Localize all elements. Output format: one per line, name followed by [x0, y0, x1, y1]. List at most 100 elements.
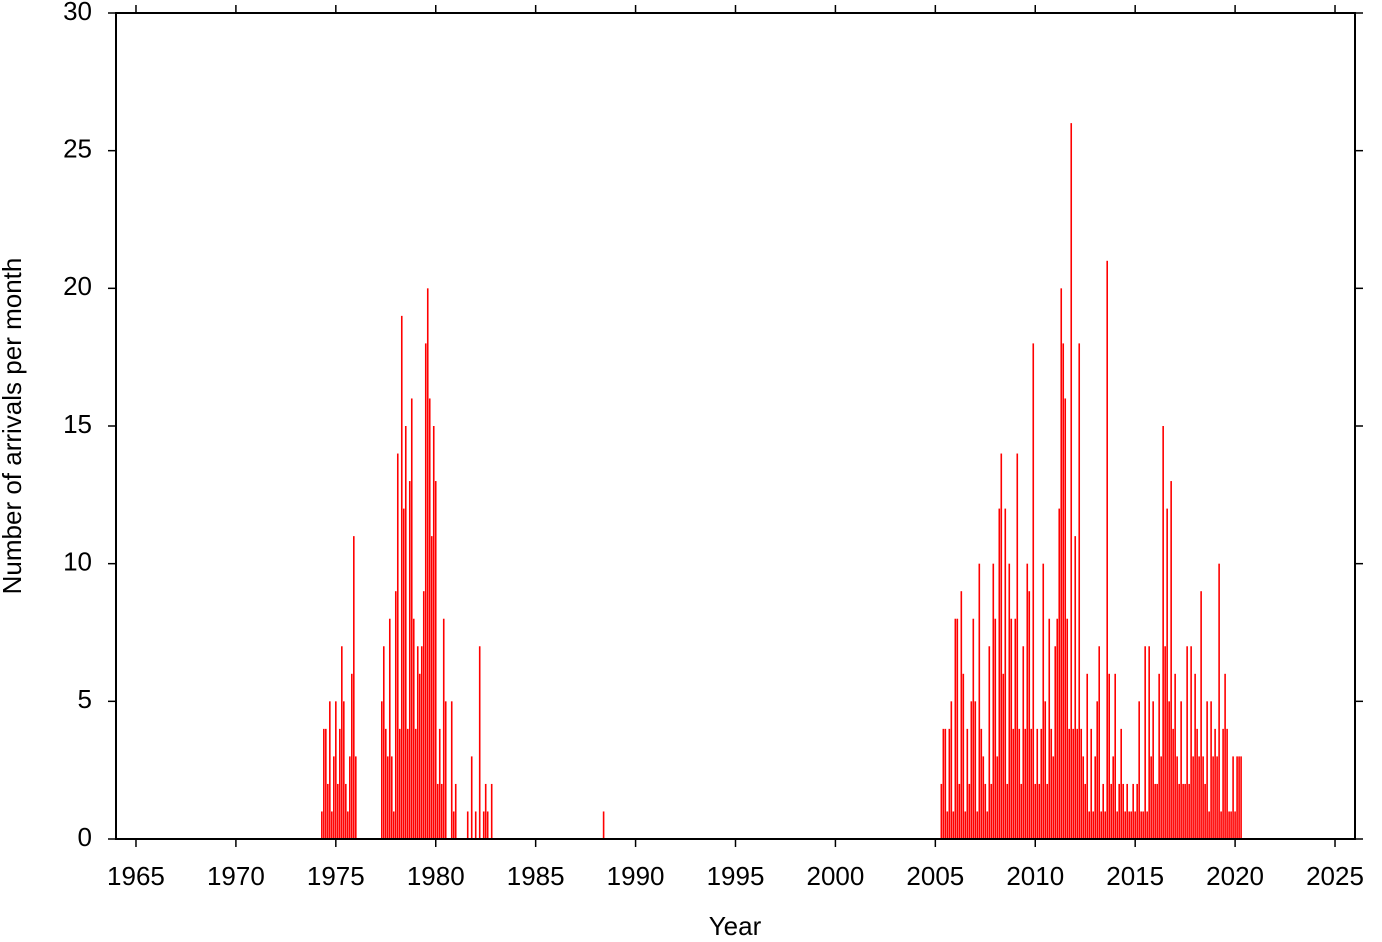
bar — [1016, 453, 1019, 839]
bar — [990, 783, 993, 839]
bar — [1050, 728, 1053, 839]
bar — [1136, 783, 1138, 839]
bar — [976, 811, 979, 839]
bar — [1046, 783, 1049, 839]
x-tick-label: 1985 — [507, 861, 565, 891]
bar — [408, 481, 411, 839]
bar — [1164, 646, 1166, 839]
bar — [380, 701, 383, 839]
bar — [1034, 783, 1037, 839]
bar — [1058, 508, 1061, 839]
bar — [968, 783, 971, 839]
bar — [1048, 618, 1051, 839]
bar — [1006, 783, 1009, 839]
bar — [394, 591, 397, 839]
bar — [1198, 756, 1200, 839]
bar — [1204, 783, 1206, 839]
bar — [970, 701, 973, 839]
bar — [1178, 783, 1180, 839]
bar — [325, 728, 327, 839]
bar — [1206, 701, 1208, 839]
y-tick-label: 20 — [63, 271, 92, 301]
bar — [1040, 728, 1043, 839]
bar — [1224, 673, 1226, 839]
bar — [1108, 673, 1110, 839]
bar — [436, 783, 439, 839]
bar — [1134, 811, 1136, 839]
bar — [410, 398, 413, 839]
bar — [1068, 728, 1071, 839]
bar — [1166, 508, 1168, 839]
bar — [1240, 756, 1242, 839]
bar — [1118, 783, 1120, 839]
bar — [486, 811, 489, 839]
bar — [1208, 811, 1210, 839]
bar — [1082, 756, 1085, 839]
bar — [335, 701, 337, 839]
bar — [351, 673, 353, 839]
bar — [1228, 811, 1230, 839]
bar — [1128, 811, 1130, 839]
bar — [1238, 756, 1240, 839]
bar — [992, 563, 995, 839]
bar — [1142, 811, 1144, 839]
y-axis-label: Number of arrivals per month — [0, 258, 27, 595]
x-tick-label: 2005 — [906, 861, 964, 891]
bar — [962, 673, 965, 839]
bar — [321, 811, 323, 839]
y-tick-label: 15 — [63, 409, 92, 439]
bar — [432, 426, 435, 839]
bar — [1144, 646, 1146, 839]
y-tick-label: 10 — [63, 547, 92, 577]
bar — [1210, 701, 1212, 839]
bar — [1000, 453, 1003, 839]
bar — [996, 756, 999, 839]
bar — [1194, 673, 1196, 839]
x-tick-label: 1975 — [307, 861, 365, 891]
bar — [347, 811, 349, 839]
bar — [988, 646, 991, 839]
bar — [1066, 618, 1069, 839]
bar — [1152, 701, 1154, 839]
bar — [1226, 728, 1228, 839]
bar — [323, 728, 325, 839]
bar — [1130, 811, 1132, 839]
bar — [1102, 783, 1105, 839]
bar — [454, 783, 457, 839]
bar — [1180, 701, 1182, 839]
bar — [1154, 783, 1156, 839]
bar — [984, 783, 987, 839]
bar — [980, 728, 983, 839]
x-tick-label: 1980 — [407, 861, 465, 891]
bar — [1026, 563, 1029, 839]
bar — [434, 481, 437, 839]
bar — [329, 701, 331, 839]
bar — [1100, 811, 1103, 839]
bar — [442, 618, 445, 839]
bar — [1190, 646, 1192, 839]
bar — [355, 756, 357, 839]
bar — [1160, 756, 1162, 839]
bar — [382, 646, 385, 839]
bar — [1162, 426, 1164, 839]
bar — [1096, 701, 1099, 839]
bar — [1018, 728, 1021, 839]
bar — [958, 783, 961, 839]
bar — [1060, 288, 1063, 839]
bar — [1090, 728, 1093, 839]
bar — [404, 426, 407, 839]
bar — [327, 783, 329, 839]
bar — [1056, 618, 1059, 839]
bar — [1020, 783, 1023, 839]
bar — [1176, 756, 1178, 839]
bar — [1042, 563, 1045, 839]
bar — [1002, 673, 1005, 839]
bar — [1126, 783, 1128, 839]
bar — [1122, 783, 1124, 839]
bar — [1010, 618, 1013, 839]
x-tick-label: 2010 — [1006, 861, 1064, 891]
bar — [490, 783, 493, 839]
bar — [1064, 398, 1067, 839]
bar — [1212, 756, 1214, 839]
bar — [444, 701, 447, 839]
